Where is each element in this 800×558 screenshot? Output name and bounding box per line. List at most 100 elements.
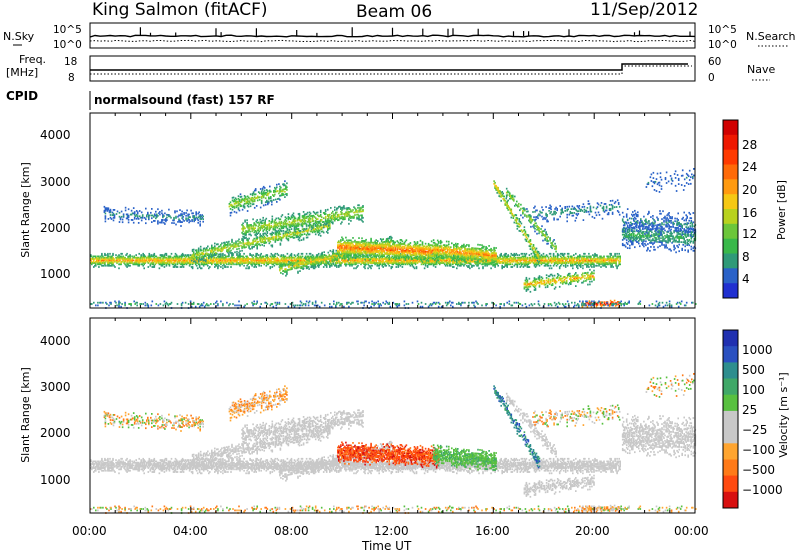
power-cell-4600	[193, 215, 195, 217]
power-cell-4789	[329, 258, 331, 260]
power-cell-4411	[114, 209, 116, 211]
power-cell-4462	[138, 218, 140, 220]
power-cell-4615	[199, 223, 201, 225]
power-cell-4487	[151, 217, 153, 219]
power-cell-4222	[250, 203, 252, 205]
power-cell-4029	[341, 212, 343, 214]
power-cell-4437	[128, 215, 130, 217]
power-cell-4133	[230, 208, 232, 210]
power-cell-4238	[253, 191, 255, 193]
power-cell-3201	[241, 250, 243, 252]
power-cell-2535	[539, 265, 541, 267]
power-cell-243	[135, 254, 137, 256]
power-cell-4504	[157, 220, 159, 222]
power-cell-3052	[203, 253, 205, 255]
power-cell-262	[138, 253, 140, 255]
power-cell-3300	[267, 235, 269, 237]
power-cell-4538	[171, 222, 173, 224]
power-cell-3945	[323, 217, 325, 219]
power-cell-3573	[242, 223, 244, 225]
power-cell-2916	[605, 266, 607, 268]
power-cell-4591	[191, 219, 193, 221]
power-cell-597	[197, 267, 199, 269]
power-cell-1249	[310, 253, 312, 255]
power-cell-111	[109, 253, 111, 255]
power-cell-4460	[137, 211, 139, 213]
power-cell-2784	[582, 265, 584, 267]
power-cell-1140	[291, 253, 293, 255]
power-cell-476	[177, 266, 179, 268]
power-cell-4808	[334, 260, 336, 262]
power-cell-3774	[286, 220, 288, 222]
power-cell-3940	[320, 210, 322, 212]
power-cell-4793	[330, 250, 332, 252]
power-cell-3197	[239, 250, 241, 252]
power-cell-2353	[505, 253, 507, 255]
power-cell-4062	[348, 223, 350, 225]
power-cell-1010	[270, 266, 272, 268]
power-cell-3014	[194, 254, 196, 256]
power-cell-3787	[289, 221, 291, 223]
power-cell-367	[159, 267, 161, 269]
power-cell-4586	[188, 214, 190, 216]
power-cell-3938	[320, 214, 322, 216]
power-cell-446	[171, 253, 173, 255]
power-cell-3192	[238, 252, 240, 254]
power-cell-4493	[154, 220, 156, 222]
power-cell-1202	[302, 256, 304, 258]
power-cell-4162	[236, 199, 238, 201]
power-cell-2676	[563, 265, 565, 267]
power-cell-4668	[291, 267, 293, 269]
power-cell-2837	[591, 266, 593, 268]
power-cell-4187	[242, 209, 244, 211]
power-cell-1272	[313, 256, 315, 258]
power-cell-4530	[166, 217, 168, 219]
power-cell-4558	[179, 209, 181, 211]
power-cell-4443	[132, 219, 134, 221]
power-cell-3513	[319, 233, 321, 235]
power-cell-4563	[181, 221, 183, 223]
header-title: King Salmon (fitACF)	[92, 0, 268, 20]
power-cell-3821	[295, 220, 297, 222]
power-cell-3751	[281, 221, 283, 223]
power-cell-4371	[286, 189, 288, 191]
power-cell-1226	[306, 253, 308, 255]
power-cell-4316	[271, 200, 273, 202]
power-cell-3286	[263, 245, 265, 247]
power-cell-4104	[358, 215, 360, 217]
power-cell-4629	[279, 268, 281, 270]
power-cell-2603	[551, 267, 553, 269]
power-cell-1956	[436, 263, 438, 265]
power-cell-3687	[267, 232, 269, 234]
power-cell-4768	[321, 252, 323, 254]
power-cell-3731	[277, 231, 279, 233]
power-cell-3357	[280, 233, 282, 235]
power-cell-3458	[306, 234, 308, 236]
power-cell-1949	[435, 266, 437, 268]
power-cell-304	[148, 266, 150, 268]
power-cell-4881	[355, 257, 357, 259]
power-cell-3735	[278, 225, 280, 227]
power-cell-3730	[276, 218, 278, 220]
power-cell-4690	[297, 260, 299, 262]
power-cell-3074	[208, 249, 210, 251]
power-cell-4107	[358, 204, 360, 206]
power-cell-4523	[164, 223, 166, 225]
power-cell-3594	[246, 219, 248, 221]
power-cell-173	[121, 253, 123, 255]
power-cell-4773	[323, 254, 325, 256]
power-cell-609	[199, 263, 201, 265]
power-cell-3046	[201, 250, 203, 252]
power-cell-4745	[315, 256, 317, 258]
power-cell-4274	[263, 205, 265, 207]
power-cell-4543	[173, 217, 175, 219]
power-cell-3435	[299, 237, 301, 239]
power-cell-1587	[371, 265, 373, 267]
power-cell-3967	[328, 225, 330, 227]
power-cell-4328	[275, 188, 277, 190]
power-cell-3076	[209, 254, 211, 256]
power-cell-347	[154, 253, 156, 255]
power-cell-3370	[284, 235, 286, 237]
power-cell-774	[227, 266, 229, 268]
power-cell-3018	[196, 257, 198, 259]
